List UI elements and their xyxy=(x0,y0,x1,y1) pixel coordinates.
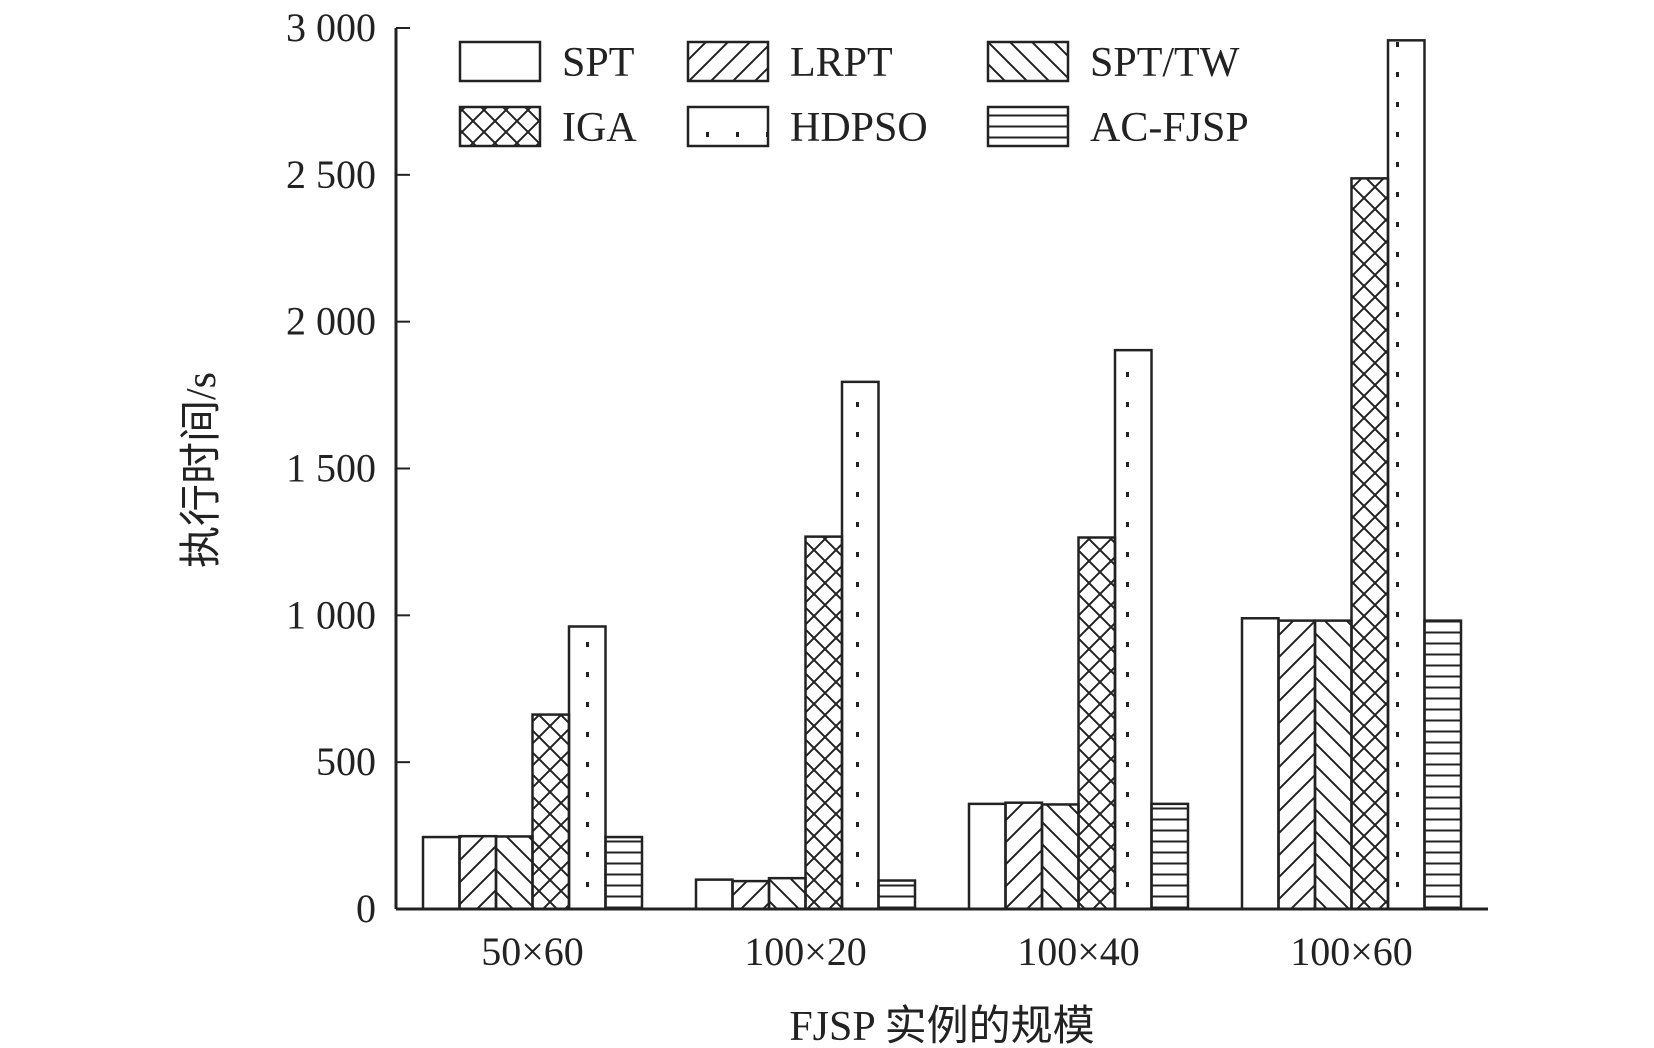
legend-item: HDPSO xyxy=(686,105,928,151)
y-tick-label: 1 000 xyxy=(286,592,376,637)
x-axis-title: FJSP 实例的规模 xyxy=(789,1003,1094,1048)
bar-spt-3 xyxy=(1240,617,1280,911)
bar-ac-fjsp-1 xyxy=(877,879,917,911)
bar-iga-0 xyxy=(531,713,571,911)
bars xyxy=(421,39,1463,911)
x-tick-label: 100×60 xyxy=(1290,929,1413,974)
bar-iga-1 xyxy=(804,535,844,911)
bar-ac-fjsp-0 xyxy=(604,835,644,911)
bar-spt-2 xyxy=(967,802,1007,911)
y-axis-title: 执行时间/s xyxy=(179,372,225,568)
bar-spt-1 xyxy=(694,878,734,911)
y-tick-label: 0 xyxy=(356,886,376,931)
bar-hdpso-0 xyxy=(567,625,607,911)
bar-ac-fjsp-2 xyxy=(1150,802,1190,911)
x-tick-label: 50×60 xyxy=(481,929,584,974)
legend-swatch xyxy=(458,105,542,148)
y-tick-label: 1 500 xyxy=(286,446,376,491)
bar-spt-tw-0 xyxy=(494,835,534,911)
y-tick-label: 2 500 xyxy=(286,152,376,197)
legend-item: SPT xyxy=(458,40,634,86)
legend-swatch xyxy=(686,40,770,83)
bar-iga-2 xyxy=(1077,536,1117,911)
legend-item: AC-FJSP xyxy=(986,105,1249,151)
legend-swatch xyxy=(986,105,1070,148)
bar-hdpso-3 xyxy=(1386,39,1426,911)
legend-swatch xyxy=(986,40,1070,83)
legend-label: LRPT xyxy=(790,40,893,86)
bar-spt-tw-3 xyxy=(1313,619,1353,911)
legend-label: AC-FJSP xyxy=(1090,105,1249,151)
bar-lrpt-0 xyxy=(458,834,498,911)
bar-lrpt-3 xyxy=(1277,619,1317,911)
y-tick-label: 3 000 xyxy=(286,5,376,50)
legend-item: SPT/TW xyxy=(986,40,1240,86)
y-tick-label: 2 000 xyxy=(286,299,376,344)
x-tick-label: 100×40 xyxy=(1017,929,1140,974)
y-tick-label: 500 xyxy=(316,739,376,784)
legend-item: LRPT xyxy=(686,40,893,86)
legend-label: HDPSO xyxy=(790,105,928,151)
legend-swatch xyxy=(458,40,542,83)
bar-lrpt-1 xyxy=(731,879,771,911)
legend: SPT LRPT SPT/TW IGA HDPSO AC-FJSP xyxy=(458,40,1249,151)
x-tick-label: 100×20 xyxy=(744,929,867,974)
bar-ac-fjsp-3 xyxy=(1423,619,1463,911)
bar-lrpt-2 xyxy=(1004,801,1044,911)
bar-hdpso-1 xyxy=(840,380,880,911)
x-axis: 50×60 100×20 100×40 100×60 xyxy=(396,907,1488,974)
legend-item: IGA xyxy=(458,105,637,151)
bar-hdpso-2 xyxy=(1113,348,1153,911)
bar-spt-tw-1 xyxy=(767,876,807,911)
bar-iga-3 xyxy=(1350,177,1390,911)
bar-spt-tw-2 xyxy=(1040,803,1080,911)
legend-label: SPT xyxy=(562,40,634,86)
legend-label: SPT/TW xyxy=(1090,40,1240,86)
legend-label: IGA xyxy=(562,105,637,151)
bar-spt-0 xyxy=(421,835,461,911)
legend-swatch xyxy=(686,105,770,148)
y-axis: 0 500 1 000 1 500 2 000 2 500 3 000 xyxy=(286,5,410,931)
